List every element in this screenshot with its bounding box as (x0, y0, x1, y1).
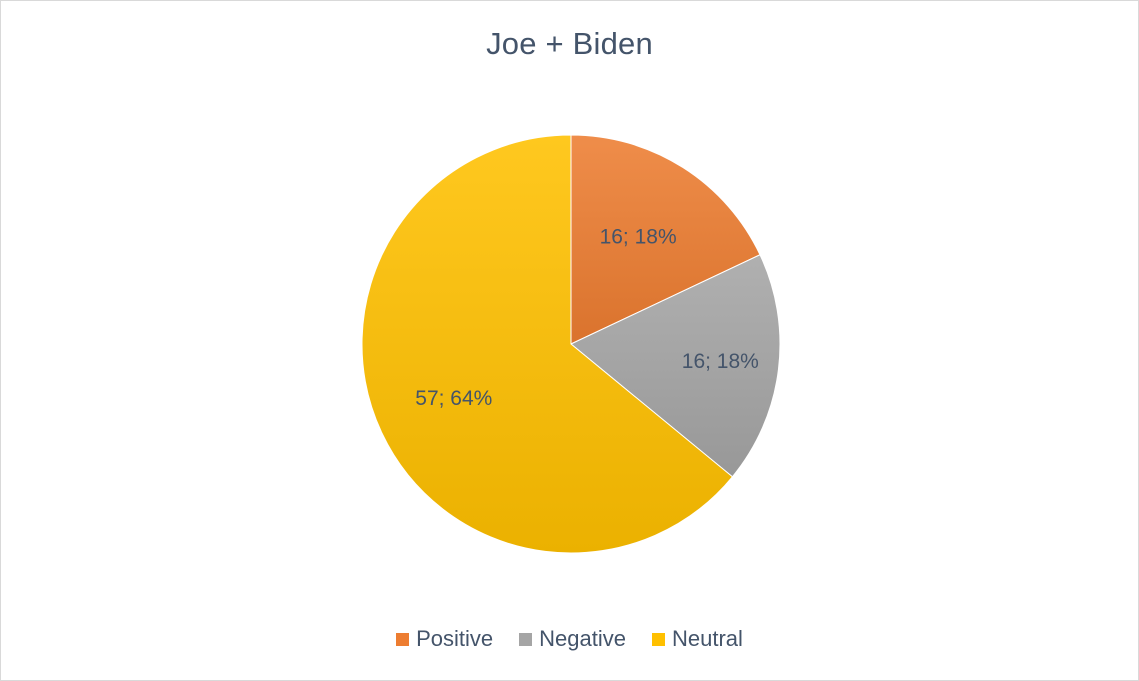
data-label-neutral: 57; 64% (415, 387, 492, 410)
legend-swatch-neutral (651, 632, 665, 646)
legend-label-neutral: Neutral (671, 626, 743, 651)
pie-slices (361, 134, 781, 554)
legend-label-positive: Positive (416, 626, 494, 651)
pie-data-labels: 16; 18% 16; 18% 57; 64% (415, 226, 759, 410)
chart-title: Joe + Biden (486, 26, 653, 61)
pie-slice-positive[interactable] (570, 134, 761, 345)
legend-swatch-positive (396, 632, 410, 646)
legend-swatch-negative (519, 632, 533, 646)
pie-slice-negative[interactable] (570, 254, 781, 478)
data-label-positive: 16; 18% (600, 226, 677, 249)
legend: Positive Negative Neutral (0, 626, 1139, 652)
pie-slice-neutral[interactable] (361, 134, 734, 554)
data-label-negative: 16; 18% (682, 350, 759, 373)
legend-label-negative: Negative (539, 626, 626, 651)
legend-item-positive[interactable]: Positive (396, 626, 493, 652)
legend-item-neutral[interactable]: Neutral (651, 626, 743, 652)
legend-item-negative[interactable]: Negative (519, 626, 626, 652)
